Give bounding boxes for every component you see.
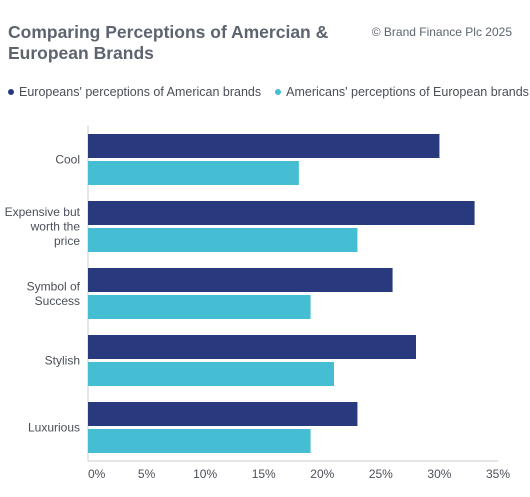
legend: Europeans' perceptions of American brand… (8, 85, 530, 99)
x-tick-label-5: 25% (369, 467, 393, 481)
x-tick-label-3: 15% (252, 467, 276, 481)
category-label-3-line-0: Stylish (45, 354, 80, 368)
chart-title: Comparing Perceptions of Amercian & Euro… (8, 22, 329, 63)
category-label-4-line-0: Luxurious (28, 421, 80, 435)
x-tick-label-1: 5% (138, 467, 156, 481)
category-label-1-line-1: worth the (30, 220, 81, 234)
x-tick-label-6: 30% (427, 467, 451, 481)
category-label-0-line-0: Cool (55, 153, 80, 167)
bar-series-1-3 (88, 335, 416, 359)
category-label-1-line-0: Expensive but (5, 205, 81, 219)
legend-dot-series-1 (8, 89, 14, 95)
x-tick-label-7: 35% (486, 467, 510, 481)
bar-series-1-0 (88, 134, 440, 158)
bar-series-2-1 (88, 228, 358, 252)
bar-series-2-3 (88, 362, 334, 386)
legend-dot-series-2 (275, 89, 282, 95)
bar-series-1-4 (88, 402, 358, 426)
copyright-credit: © Brand Finance Plc 2025 (371, 25, 512, 39)
legend-label-series-2: Americans' perceptions of European brand… (286, 85, 529, 99)
category-label-2-line-0: Symbol of (27, 279, 81, 293)
bar-series-1-2 (88, 268, 393, 292)
legend-item-series-1: Europeans' perceptions of American brand… (8, 85, 261, 99)
bar-series-1-1 (88, 201, 475, 225)
x-tick-label-4: 20% (310, 467, 334, 481)
x-tick-label-2: 10% (193, 467, 217, 481)
legend-item-series-2: Americans' perceptions of European brand… (275, 85, 529, 99)
category-label-2-line-1: Success (35, 294, 80, 308)
bar-series-2-2 (88, 295, 311, 319)
category-label-1-line-2: price (54, 234, 80, 248)
x-tick-label-0: 0% (88, 467, 106, 481)
bar-series-2-4 (88, 429, 311, 453)
bar-series-2-0 (88, 161, 299, 185)
legend-label-series-1: Europeans' perceptions of American brand… (19, 85, 262, 99)
